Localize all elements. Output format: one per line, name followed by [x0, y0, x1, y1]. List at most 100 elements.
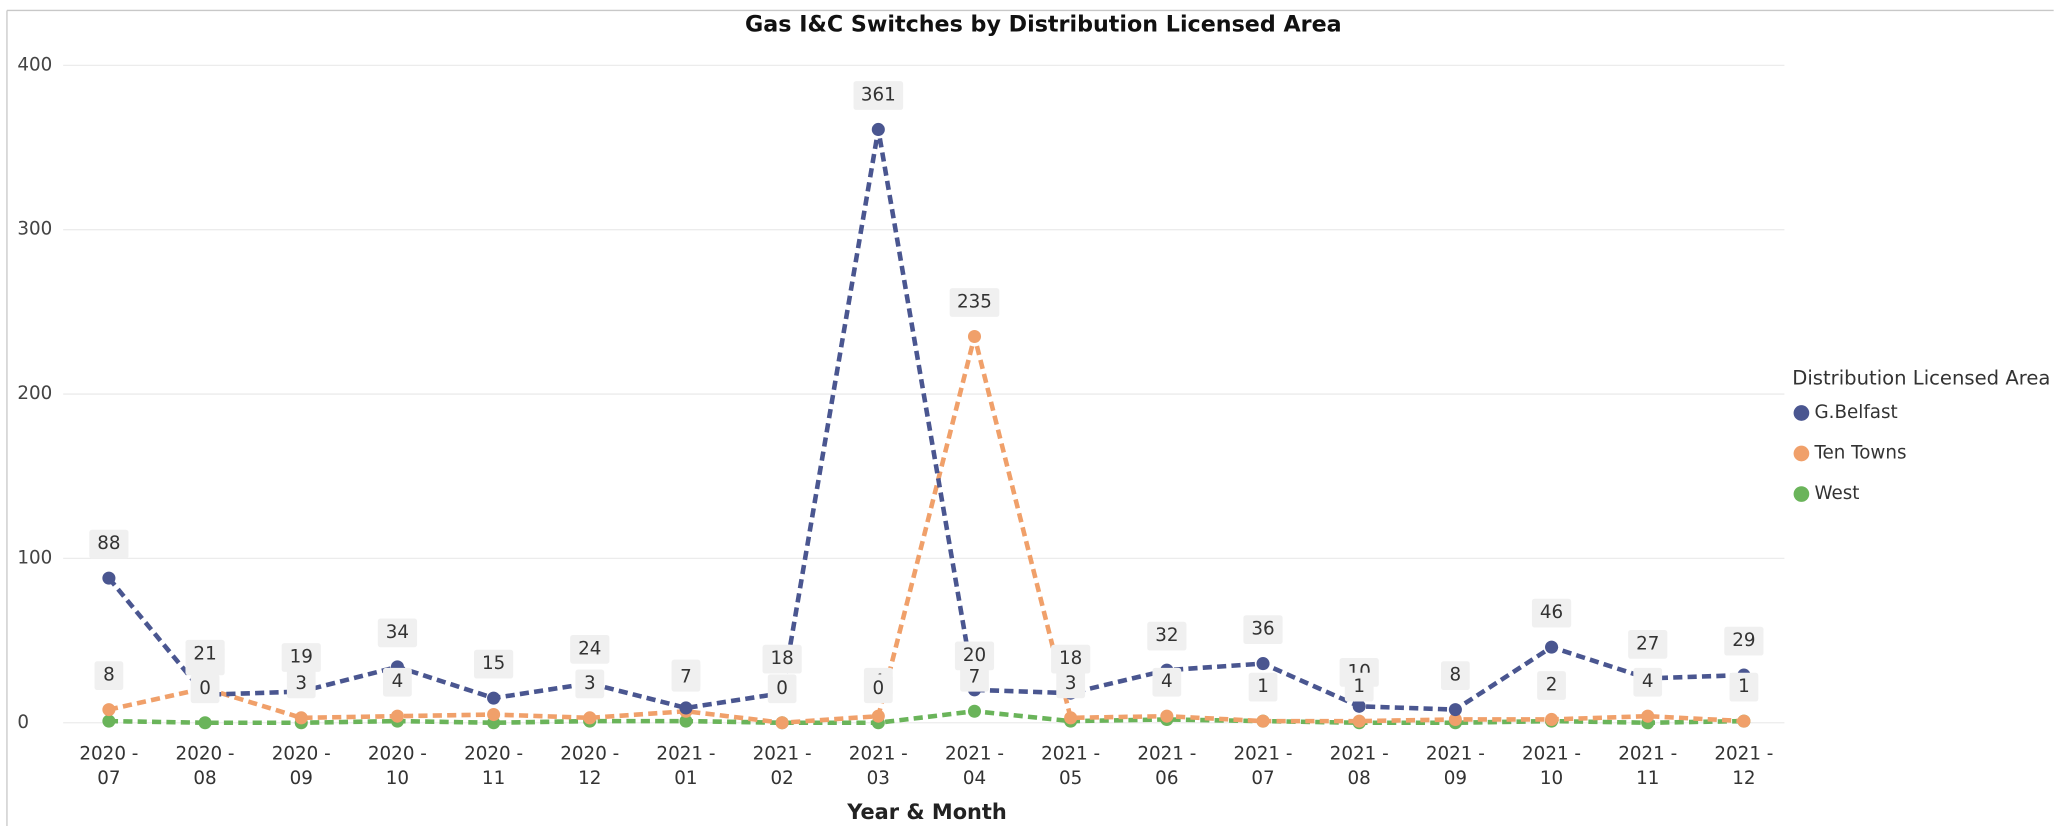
x-tick-label: 2020 - 08 — [175, 743, 235, 790]
data-label: 4 — [1161, 671, 1173, 692]
data-label-bg — [1152, 667, 1182, 697]
data-point — [1352, 714, 1366, 728]
data-label: 3 — [584, 673, 596, 694]
data-label: 0 — [776, 678, 788, 699]
x-tick-label: 2021 - 02 — [752, 743, 812, 790]
x-tick-label: 2021 - 07 — [1233, 743, 1293, 790]
legend-marker — [1793, 486, 1810, 502]
data-label: 21 — [193, 643, 216, 664]
data-label-bg — [853, 81, 904, 110]
data-point — [1448, 703, 1462, 717]
data-label: 4 — [392, 671, 404, 692]
data-label-bg — [575, 669, 605, 699]
x-tick-label: 2020 - 07 — [79, 743, 139, 790]
data-label-bg — [949, 288, 1000, 317]
data-label: 18 — [771, 648, 794, 669]
data-point — [102, 703, 116, 717]
legend-label: West — [1814, 483, 1859, 504]
data-label-bg — [185, 639, 225, 669]
data-label-bg — [1531, 598, 1572, 628]
data-point — [775, 716, 789, 730]
data-label-bg — [1051, 644, 1091, 674]
x-tick-label-box: 2021 - 02 — [752, 743, 812, 790]
x-tick-label-box: 2021 - 01 — [656, 743, 716, 790]
data-label-bg — [767, 674, 797, 704]
data-label-bg — [377, 618, 418, 648]
data-label-bg — [383, 667, 412, 697]
x-tick-label-box: 2021 - 07 — [1233, 743, 1293, 790]
x-tick-label-box: 2021 - 09 — [1425, 743, 1485, 790]
legend-marker — [1793, 445, 1810, 462]
data-label-bg — [1724, 626, 1764, 656]
data-label-bg — [190, 674, 220, 704]
data-label-bg — [474, 649, 514, 679]
x-tick-label-box: 2021 - 12 — [1714, 744, 1773, 790]
data-label-bg — [1537, 671, 1566, 700]
y-tick-label: 0 — [17, 712, 29, 733]
data-point — [1256, 714, 1270, 728]
data-label: 361 — [861, 84, 896, 105]
x-tick-label: 2021 - 01 — [656, 743, 716, 790]
data-label: 32 — [1155, 625, 1178, 646]
data-point — [679, 714, 693, 728]
data-point — [679, 701, 693, 715]
data-point — [871, 709, 885, 723]
data-label-bg — [1633, 667, 1663, 697]
data-point — [390, 709, 404, 723]
x-tick-label-box: 2021 - 03 — [849, 744, 908, 790]
x-tick-label: 2021 - 09 — [1425, 743, 1485, 790]
x-tick-label-box: 2020 - 11 — [464, 743, 524, 790]
data-label-bg — [960, 662, 989, 692]
data-label: 24 — [578, 638, 601, 659]
x-tick-label-box: 2020 - 12 — [560, 743, 620, 790]
data-label-bg — [94, 661, 124, 690]
data-label: 19 — [290, 647, 313, 668]
data-point — [1448, 712, 1462, 726]
data-label: 29 — [1732, 630, 1755, 651]
x-tick-label-box: 2020 - 09 — [271, 743, 331, 790]
data-label-bg — [1344, 672, 1374, 702]
data-label-bg — [286, 669, 316, 699]
data-label-bg — [1056, 669, 1086, 699]
data-point — [294, 711, 308, 725]
x-tick-label: 2020 - 12 — [560, 743, 620, 790]
legend-marker — [1793, 405, 1810, 421]
x-tick-label: 2021 - 10 — [1522, 743, 1582, 790]
y-tick-label: 200 — [17, 383, 52, 404]
x-tick-label-box: 2020 - 08 — [175, 743, 235, 790]
x-tick-label: 2021 - 06 — [1137, 743, 1197, 790]
data-point — [487, 707, 501, 722]
y-tick-label: 400 — [17, 54, 52, 75]
series-line — [107, 129, 1744, 712]
x-tick-label: 2020 - 09 — [271, 743, 331, 790]
x-tick-label: 2020 - 10 — [367, 743, 427, 790]
chart-title: Gas I&C Switches by Distribution License… — [745, 11, 1342, 37]
data-point — [967, 329, 982, 344]
data-label: 8 — [1450, 665, 1462, 686]
data-label: 2 — [1546, 674, 1558, 695]
legend-label: G.Belfast — [1814, 402, 1897, 423]
data-point — [1737, 714, 1751, 728]
data-label: 46 — [1540, 602, 1563, 623]
data-label: 15 — [482, 653, 505, 674]
x-axis-title: Year & Month — [846, 800, 1007, 824]
x-tick-label-box: 2021 - 08 — [1330, 744, 1389, 790]
data-label: 20 — [963, 645, 986, 666]
x-tick-label-box: 2021 - 04 — [945, 744, 1004, 790]
data-label-bg — [89, 529, 129, 559]
data-label-bg — [570, 634, 610, 664]
data-point — [198, 716, 212, 730]
data-label-bg — [1628, 630, 1668, 659]
y-tick-label: 100 — [17, 547, 52, 568]
x-tick-label: 2020 - 11 — [464, 743, 524, 790]
data-label-bg — [671, 662, 701, 692]
data-label: 7 — [969, 666, 981, 687]
data-point — [1256, 657, 1270, 671]
data-point — [1545, 640, 1559, 654]
data-point — [583, 711, 597, 725]
data-label: 4 — [1642, 671, 1654, 692]
data-label-bg — [1243, 615, 1283, 644]
data-point — [1641, 709, 1655, 723]
data-point — [1352, 699, 1366, 713]
data-label: 0 — [872, 678, 884, 699]
